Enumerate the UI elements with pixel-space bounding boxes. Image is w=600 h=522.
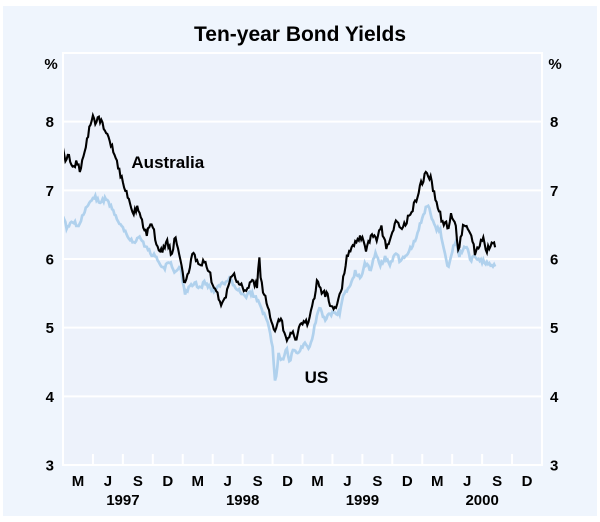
australia-series-label: Australia (131, 153, 204, 172)
x-month-label-1997-S: S (133, 473, 143, 490)
year-label-1999: 1999 (346, 492, 379, 509)
x-month-label-1999-J: J (343, 473, 351, 490)
series-line-australia (63, 111, 497, 344)
x-month-label-1998-D: D (282, 473, 293, 490)
year-label-1998: 1998 (226, 492, 259, 509)
y-axis-label-right-8: 8 (550, 114, 558, 131)
y-axis-label-left-7: 7 (46, 183, 54, 200)
plot-border (62, 52, 543, 466)
x-month-label-2000-M: M (431, 473, 444, 490)
x-month-label-1998-M: M (191, 473, 204, 490)
y-axis-label-left-3: 3 (46, 458, 54, 475)
y-axis-label-right-6: 6 (550, 252, 558, 269)
y-axis-label-left-5: 5 (46, 320, 54, 337)
x-month-label-2000-J: J (463, 473, 471, 490)
x-month-label-1998-J: J (223, 473, 231, 490)
x-month-label-1997-D: D (162, 473, 173, 490)
x-month-label-1999-D: D (402, 473, 413, 490)
year-label-1997: 1997 (106, 492, 139, 509)
y-axis-unit-right: % (548, 56, 562, 73)
y-axis-label-right-4: 4 (550, 389, 559, 406)
y-axis-label-right-3: 3 (550, 458, 558, 475)
y-axis-label-left-6: 6 (46, 252, 54, 269)
y-axis-label-left-8: 8 (46, 114, 54, 131)
x-month-label-1999-S: S (372, 473, 382, 490)
series-line-us (63, 191, 497, 381)
y-axis-label-right-7: 7 (550, 183, 558, 200)
x-month-label-1998-S: S (253, 473, 263, 490)
y-axis-label-right-5: 5 (550, 320, 558, 337)
x-month-label-1997-J: J (104, 473, 112, 490)
x-month-label-2000-S: S (492, 473, 502, 490)
y-axis-label-left-4: 4 (46, 389, 55, 406)
chart-title: Ten-year Bond Yields (194, 23, 406, 46)
x-month-label-1997-M: M (72, 473, 85, 490)
year-label-2000: 2000 (465, 492, 498, 509)
x-month-label-1999-M: M (311, 473, 324, 490)
x-month-label-2000-D: D (522, 473, 533, 490)
y-axis-unit-left: % (44, 56, 58, 73)
us-series-label: US (305, 368, 329, 387)
